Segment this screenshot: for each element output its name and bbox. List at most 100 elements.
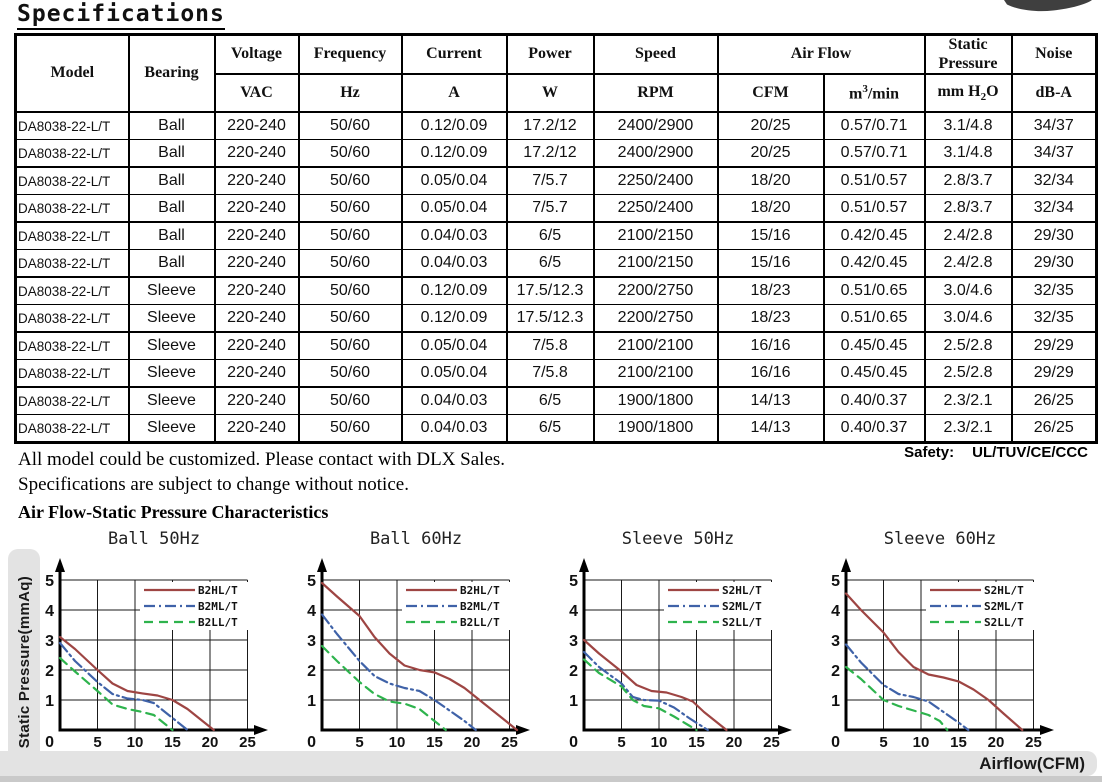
footnote-line: Specifications are subject to change wit… bbox=[18, 474, 409, 495]
table-cell: 0.45/0.45 bbox=[822, 359, 926, 388]
table-cell: 7/5.7 bbox=[505, 194, 595, 223]
table-cell: 0.12/0.09 bbox=[400, 111, 508, 140]
x-tick-label: 20 bbox=[464, 734, 481, 751]
unit-dba: dB-A bbox=[1010, 73, 1098, 113]
col-header-model: Model bbox=[14, 34, 130, 113]
table-cell: 2100/2150 bbox=[592, 221, 719, 250]
table-cell: 20/25 bbox=[716, 139, 825, 168]
fan-photo-corner-image bbox=[1004, 0, 1092, 12]
table-cell: 220-240 bbox=[213, 331, 300, 360]
y-axis-arrow bbox=[579, 558, 589, 572]
table-cell: 2.3/2.1 bbox=[923, 386, 1013, 415]
table-cell: 220-240 bbox=[213, 221, 300, 250]
table-cell: 220-240 bbox=[213, 111, 300, 140]
table-cell: 220-240 bbox=[213, 194, 300, 223]
safety-certifications: Safety: UL/TUV/CE/CCC bbox=[904, 444, 1088, 461]
table-cell: 50/60 bbox=[297, 139, 403, 168]
table-cell: 0.12/0.09 bbox=[400, 139, 508, 168]
chart-title: Ball 60Hz bbox=[370, 529, 462, 549]
series-line-b2ll-t bbox=[320, 644, 447, 732]
table-cell: 16/16 bbox=[716, 359, 825, 388]
y-tick-label: 2 bbox=[569, 663, 578, 680]
table-cell: 26/25 bbox=[1010, 386, 1098, 415]
y-tick-label: 1 bbox=[45, 693, 54, 710]
table-cell: 6/5 bbox=[505, 249, 595, 278]
table-cell: 2100/2100 bbox=[592, 331, 719, 360]
charts-section-heading: Air Flow-Static Pressure Characteristics bbox=[18, 502, 329, 522]
table-cell: 7/5.8 bbox=[505, 359, 595, 388]
table-cell: 0.42/0.45 bbox=[822, 221, 926, 250]
y-tick-label: 4 bbox=[831, 603, 840, 620]
col-header-frequency: Frequency bbox=[297, 34, 403, 75]
unit-vac: VAC bbox=[213, 73, 300, 113]
col-header-speed: Speed bbox=[592, 34, 719, 75]
y-axis-arrow bbox=[317, 558, 327, 572]
table-cell: DA8038-22-L/T bbox=[14, 194, 130, 223]
unit-w: W bbox=[505, 73, 595, 113]
table-cell: Ball bbox=[127, 166, 216, 195]
y-tick-label: 2 bbox=[831, 663, 840, 680]
legend-label: S2LL/T bbox=[722, 616, 762, 629]
chart-title: Sleeve 50Hz bbox=[622, 529, 735, 549]
table-cell: 50/60 bbox=[297, 386, 403, 415]
chart-canvas: Sleeve 60Hz 0 1 2 3 4 5 5 10 15 20 25 S2HL/T S2ML/T S2… bbox=[831, 529, 1054, 751]
y-tick-label: 5 bbox=[307, 573, 316, 590]
table-cell: 50/60 bbox=[297, 331, 403, 360]
table-cell: 3.1/4.8 bbox=[923, 111, 1013, 140]
table-cell: 0.40/0.37 bbox=[822, 386, 926, 415]
legend-label: B2ML/T bbox=[460, 600, 500, 613]
table-cell: 3.0/4.6 bbox=[923, 276, 1013, 305]
chart-canvas: Ball 60Hz 0 1 2 3 4 5 5 10 15 20 25 B2HL/T B2ML/T B2LL… bbox=[307, 529, 530, 751]
x-tick-label: 15 bbox=[688, 734, 705, 751]
legend-label: S2HL/T bbox=[984, 584, 1024, 597]
y-tick-label: 3 bbox=[569, 633, 578, 650]
spec-table-body: DA8038-22-L/T Ball 220-240 50/60 0.12/0.09 17… bbox=[14, 111, 1098, 444]
table-row: DA8038-22-L/T Sleeve 220-240 50/60 0.04/0.03… bbox=[14, 386, 1098, 415]
table-cell: DA8038-22-L/T bbox=[14, 386, 130, 415]
table-row: DA8038-22-L/T Ball 220-240 50/60 0.12/0.09 17… bbox=[14, 111, 1098, 140]
col-header-noise: Noise bbox=[1010, 34, 1098, 75]
x-tick-label: 25 bbox=[239, 734, 256, 751]
table-cell: 2200/2750 bbox=[592, 304, 719, 333]
table-cell: 2100/2150 bbox=[592, 249, 719, 278]
table-cell: 2200/2750 bbox=[592, 276, 719, 305]
table-cell: 220-240 bbox=[213, 166, 300, 195]
table-cell: 2.8/3.7 bbox=[923, 166, 1013, 195]
chart-title: Sleeve 60Hz bbox=[884, 529, 997, 549]
table-cell: 0.57/0.71 bbox=[822, 139, 926, 168]
table-cell: DA8038-22-L/T bbox=[14, 304, 130, 333]
unit-rpm: RPM bbox=[592, 73, 719, 113]
chart-ball-50hz: Ball 50Hz 0 1 2 3 4 5 5 10 15 20 25 B2HL/T B2ML/T B2LL… bbox=[28, 528, 290, 760]
table-cell: 29/29 bbox=[1010, 359, 1098, 388]
table-cell: 50/60 bbox=[297, 304, 403, 333]
table-cell: 34/37 bbox=[1010, 111, 1098, 140]
table-cell: 32/35 bbox=[1010, 304, 1098, 333]
footnote-line: All model could be customized. Please co… bbox=[18, 449, 506, 470]
table-row: DA8038-22-L/T Ball 220-240 50/60 0.04/0.03 6/… bbox=[14, 221, 1098, 250]
table-cell: 14/13 bbox=[716, 414, 825, 444]
table-cell: 1900/1800 bbox=[592, 386, 719, 415]
x-tick-label: 5 bbox=[617, 734, 625, 751]
x-tick-label: 15 bbox=[164, 734, 181, 751]
table-cell: DA8038-22-L/T bbox=[14, 139, 130, 168]
table-cell: 0.04/0.03 bbox=[400, 221, 508, 250]
table-cell: 220-240 bbox=[213, 386, 300, 415]
col-header-current: Current bbox=[400, 34, 508, 75]
y-tick-label: 4 bbox=[45, 603, 54, 620]
table-cell: Sleeve bbox=[127, 304, 216, 333]
table-row: DA8038-22-L/T Sleeve 220-240 50/60 0.12/0.09… bbox=[14, 276, 1098, 305]
table-cell: Ball bbox=[127, 111, 216, 140]
unit-m3min: m3/min bbox=[822, 73, 926, 113]
chart-canvas: Sleeve 50Hz 0 1 2 3 4 5 5 10 15 20 25 S2HL/T S2ML/T S2… bbox=[569, 529, 792, 751]
table-cell: 220-240 bbox=[213, 359, 300, 388]
table-cell: 0.04/0.03 bbox=[400, 386, 508, 415]
table-row: DA8038-22-L/T Sleeve 220-240 50/60 0.05/0.04… bbox=[14, 331, 1098, 360]
y-tick-label: 4 bbox=[307, 603, 316, 620]
table-cell: 0.05/0.04 bbox=[400, 166, 508, 195]
table-cell: 0.05/0.04 bbox=[400, 331, 508, 360]
y-tick-label: 3 bbox=[45, 633, 54, 650]
series-line-s2ll-t bbox=[844, 665, 949, 732]
shared-y-axis-label: Static Pressure(mmAq) bbox=[8, 549, 40, 776]
unit-cfm: CFM bbox=[716, 73, 825, 113]
y-tick-label: 2 bbox=[307, 663, 316, 680]
